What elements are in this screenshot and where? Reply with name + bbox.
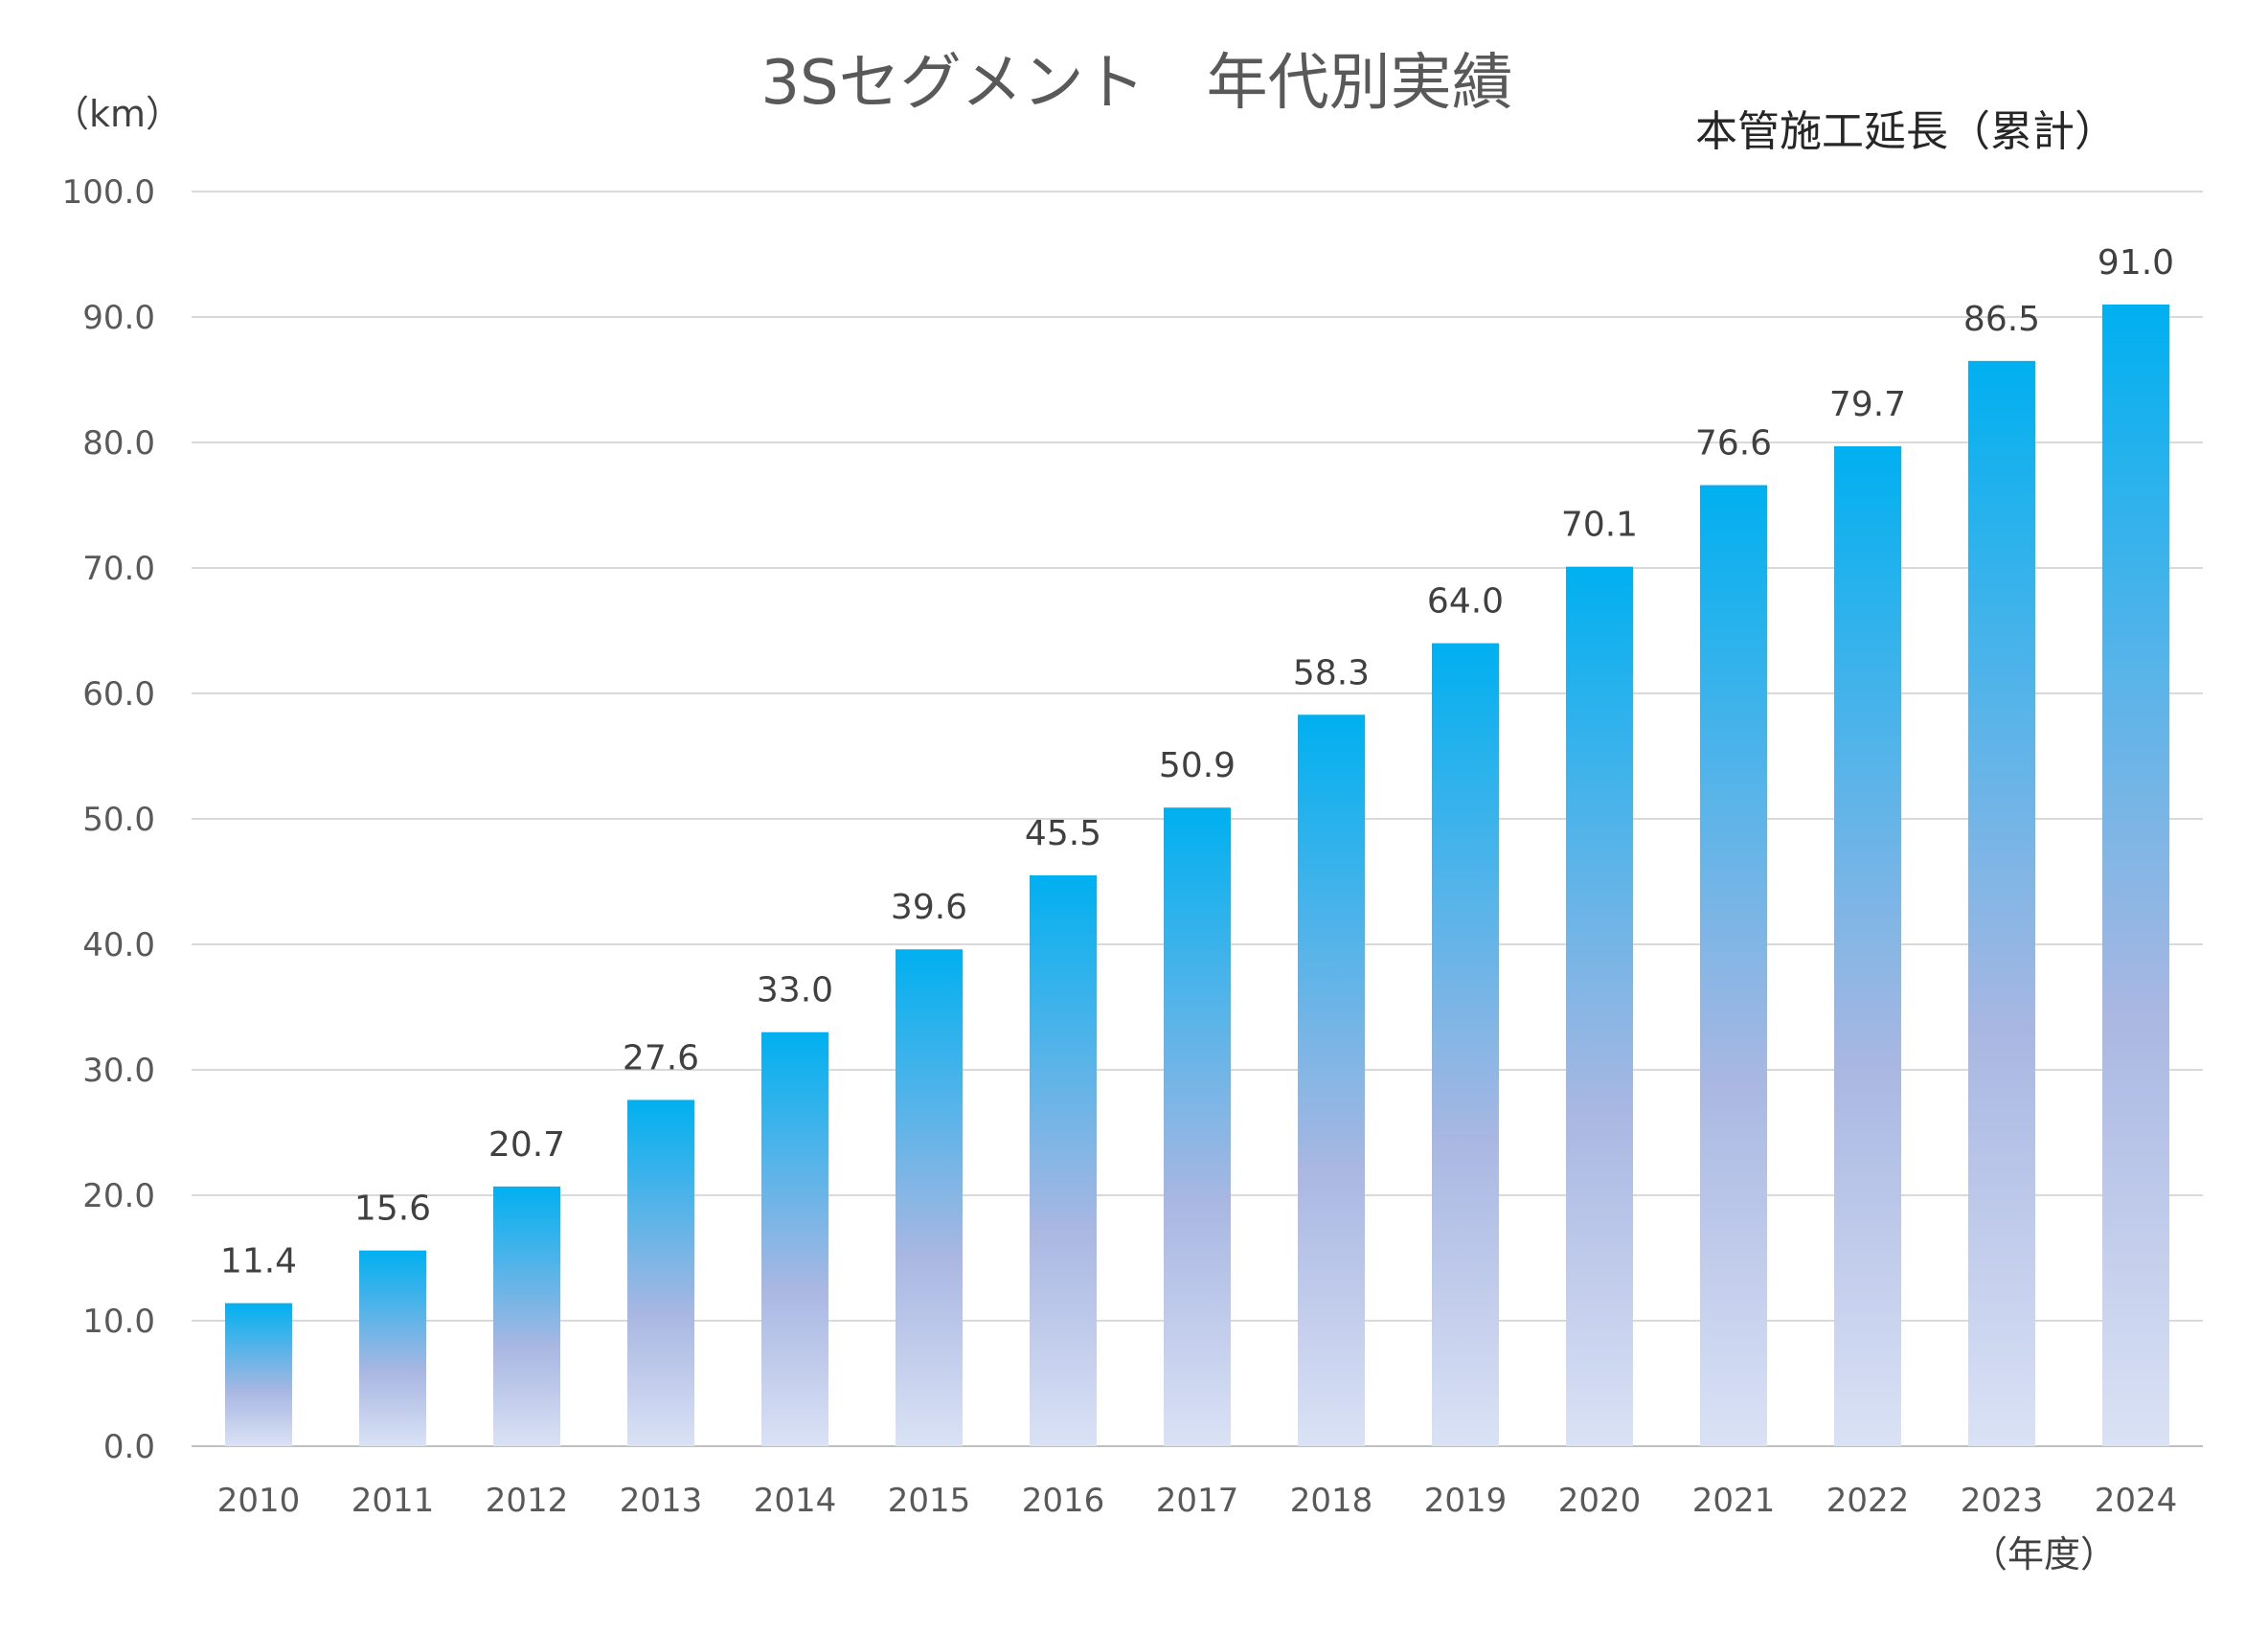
y-tick-label: 80.0 [82, 424, 155, 463]
x-axis-unit-label: （年度） [1971, 1533, 2117, 1575]
data-label: 20.7 [488, 1125, 565, 1165]
data-label: 50.9 [1159, 746, 1236, 785]
x-tick-label: 2013 [620, 1482, 703, 1520]
bar [1298, 714, 1365, 1446]
y-tick-label: 40.0 [82, 926, 155, 964]
bars [225, 304, 2169, 1447]
data-label: 58.3 [1293, 653, 1370, 692]
y-tick-label: 10.0 [82, 1303, 155, 1341]
y-axis-ticks: 0.0 10.0 20.0 30.0 40.0 50.0 60.0 70.0 80.0 90.0 1… [62, 173, 155, 1466]
data-label: 27.6 [623, 1038, 699, 1077]
bar [2102, 304, 2169, 1446]
data-label: 39.6 [891, 888, 967, 927]
x-tick-label: 2018 [1290, 1482, 1373, 1520]
x-tick-label: 2020 [1558, 1482, 1642, 1520]
y-tick-label: 100.0 [62, 173, 155, 212]
y-tick-label: 50.0 [82, 801, 155, 839]
data-label: 79.7 [1829, 385, 1906, 424]
bar [1566, 566, 1633, 1446]
x-tick-label: 2011 [352, 1482, 435, 1520]
x-tick-label: 2016 [1022, 1482, 1105, 1520]
data-label: 86.5 [1963, 300, 2040, 339]
y-axis-unit-label: （km） [53, 93, 182, 135]
data-label: 64.0 [1427, 582, 1504, 622]
x-tick-label: 2024 [2095, 1482, 2178, 1520]
y-tick-label: 90.0 [82, 299, 155, 337]
y-tick-label: 70.0 [82, 550, 155, 588]
x-tick-label: 2015 [888, 1482, 971, 1520]
y-tick-label: 30.0 [82, 1052, 155, 1090]
x-tick-label: 2021 [1692, 1482, 1776, 1520]
data-label: 11.4 [220, 1242, 297, 1281]
data-label: 33.0 [757, 971, 833, 1010]
y-tick-label: 60.0 [82, 675, 155, 714]
chart-title: 3Sセグメント 年代別実績 [760, 48, 1512, 119]
y-tick-label: 0.0 [103, 1428, 155, 1466]
data-label: 91.0 [2098, 243, 2174, 283]
data-label: 45.5 [1025, 814, 1101, 853]
x-tick-label: 2010 [217, 1482, 301, 1520]
data-label: 15.6 [354, 1190, 431, 1229]
bar [1432, 643, 1499, 1446]
bar [1030, 874, 1097, 1446]
bar [1164, 807, 1231, 1446]
y-tick-label: 20.0 [82, 1177, 155, 1215]
bar [627, 1099, 694, 1446]
bar [225, 1303, 292, 1446]
bar [896, 949, 963, 1446]
x-tick-label: 2023 [1961, 1482, 2044, 1520]
bar [761, 1031, 828, 1446]
x-tick-label: 2012 [486, 1482, 569, 1520]
chart-subtitle: 本管施工延長（累計） [1695, 107, 2117, 156]
data-label: 76.6 [1695, 424, 1772, 464]
data-labels: 11.4 15.6 20.7 27.6 33.0 39.6 45.5 50.9 58.3 64.0… [220, 243, 2174, 1281]
x-tick-label: 2019 [1424, 1482, 1508, 1520]
bar [1834, 445, 1901, 1447]
bar [493, 1186, 560, 1446]
bar [359, 1250, 426, 1446]
bar [1968, 360, 2035, 1447]
x-tick-label: 2014 [754, 1482, 837, 1520]
data-label: 70.1 [1561, 506, 1638, 545]
x-tick-label: 2022 [1826, 1482, 1910, 1520]
bar [1700, 485, 1767, 1446]
x-axis-ticks: 2010 2011 2012 2013 2014 2015 2016 2017 2018 2019… [217, 1482, 2178, 1520]
x-tick-label: 2017 [1156, 1482, 1239, 1520]
